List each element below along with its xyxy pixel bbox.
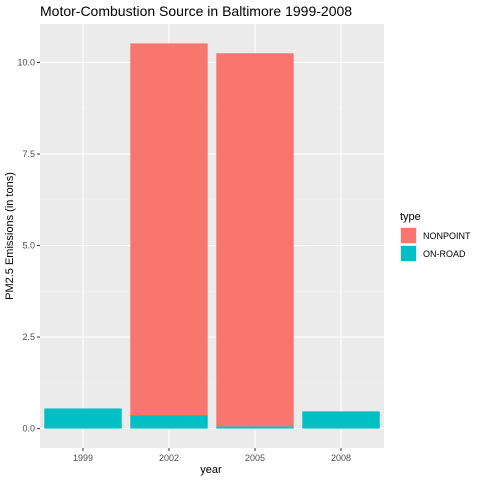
- plot-panel: [40, 24, 384, 448]
- legend-swatch-on-road: [401, 246, 416, 261]
- y-tick-label: 2.5: [22, 332, 35, 342]
- x-tick-label: 2008: [331, 453, 351, 463]
- x-axis-title: year: [200, 464, 222, 476]
- bar-on-road-2008: [302, 411, 380, 429]
- legend-swatch-nonpoint: [401, 228, 416, 243]
- legend-label-on-road: ON-ROAD: [423, 249, 466, 259]
- bar-nonpoint-2002: [130, 43, 208, 416]
- x-tick-label: 2005: [245, 453, 265, 463]
- x-tick-label: 2002: [159, 453, 179, 463]
- y-tick-label: 10.0: [17, 57, 35, 67]
- bar-on-road-2005: [216, 426, 294, 429]
- bars: [44, 43, 380, 429]
- y-tick-label: 7.5: [22, 149, 35, 159]
- y-tick-label: 0.0: [22, 424, 35, 434]
- y-axis-ticks: 0.0 2.5 5.0 7.5 10.0: [17, 57, 40, 434]
- y-tick-label: 5.0: [22, 241, 35, 251]
- bar-nonpoint-2005: [216, 53, 294, 427]
- x-axis-ticks: 1999 2002 2005 2008: [73, 448, 351, 463]
- legend: type NONPOINT ON-ROAD: [400, 211, 471, 262]
- legend-title: type: [400, 211, 421, 223]
- chart-title: Motor-Combustion Source in Baltimore 199…: [40, 3, 352, 19]
- legend-label-nonpoint: NONPOINT: [423, 231, 471, 241]
- y-axis-title: PM2.5 Emissions (in tons): [4, 172, 16, 300]
- bar-on-road-2002: [130, 415, 208, 429]
- x-tick-label: 1999: [73, 453, 93, 463]
- bar-on-road-1999: [44, 408, 122, 429]
